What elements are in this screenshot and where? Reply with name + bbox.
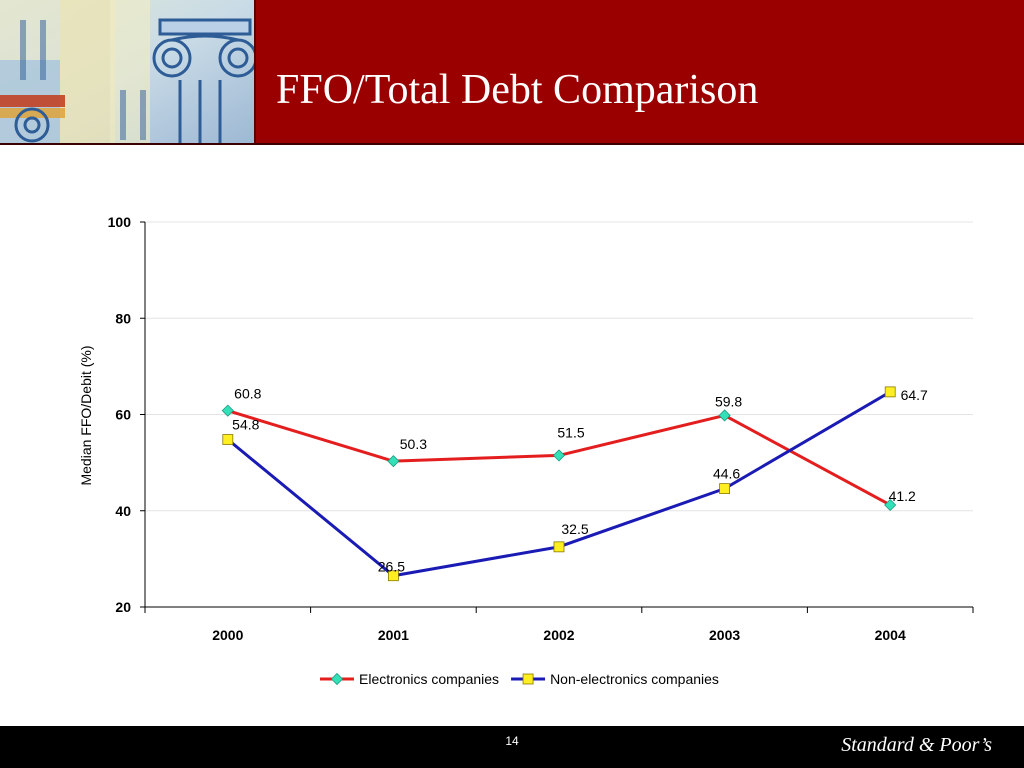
data-label: 64.7 [901, 387, 928, 403]
page-number: 14 [505, 734, 519, 748]
data-label: 50.3 [400, 436, 427, 452]
data-label: 59.8 [715, 393, 742, 409]
data-point [552, 449, 566, 462]
data-point [884, 386, 896, 398]
chart-svg: 20 40 60 80 100 2000 2001 2002 2003 2004 Median FF… [78, 214, 974, 687]
x-tick-label: 2004 [875, 627, 906, 643]
slide-header: FFO/Total Debt Comparison [0, 0, 1024, 143]
data-point [221, 404, 234, 417]
data-point [884, 498, 897, 512]
data-point [387, 455, 400, 468]
x-tick-label: 2002 [543, 627, 574, 643]
y-tick-label: 60 [115, 407, 131, 423]
header-image-columns [0, 0, 256, 143]
x-tick-label: 2001 [378, 627, 409, 643]
data-label: 60.8 [234, 386, 261, 402]
header-divider [0, 143, 1024, 145]
y-tick-label: 20 [115, 599, 131, 615]
data-point [553, 541, 565, 553]
data-point [387, 570, 399, 582]
x-tick-label: 2003 [709, 627, 740, 643]
data-label: 54.8 [232, 417, 259, 433]
y-tick-label: 100 [108, 214, 132, 230]
data-label: 51.5 [557, 424, 584, 440]
legend-label: Non-electronics companies [550, 671, 719, 687]
legend-marker [522, 673, 534, 685]
legend-marker [330, 672, 344, 686]
brand-name: Standard & Poor’s [841, 734, 992, 756]
data-point [718, 409, 731, 422]
slide-title: FFO/Total Debt Comparison [276, 67, 759, 113]
data-point [222, 434, 234, 445]
data-label: 32.5 [561, 521, 588, 537]
y-tick-label: 80 [115, 310, 131, 326]
slide-footer: 14 Standard & Poor’s [0, 726, 1024, 768]
y-axis-label: Median FFO/Debit (%) [78, 345, 94, 485]
line-chart: 20 40 60 80 100 2000 2001 2002 2003 2004 Median FF… [0, 160, 1024, 720]
x-tick-label: 2000 [212, 627, 243, 643]
y-tick-label: 40 [115, 503, 131, 519]
data-point [719, 483, 730, 495]
legend-label: Electronics companies [359, 671, 499, 687]
data-label: 26.5 [378, 559, 405, 575]
data-label: 44.6 [713, 466, 740, 482]
data-label: 41.2 [889, 488, 916, 504]
